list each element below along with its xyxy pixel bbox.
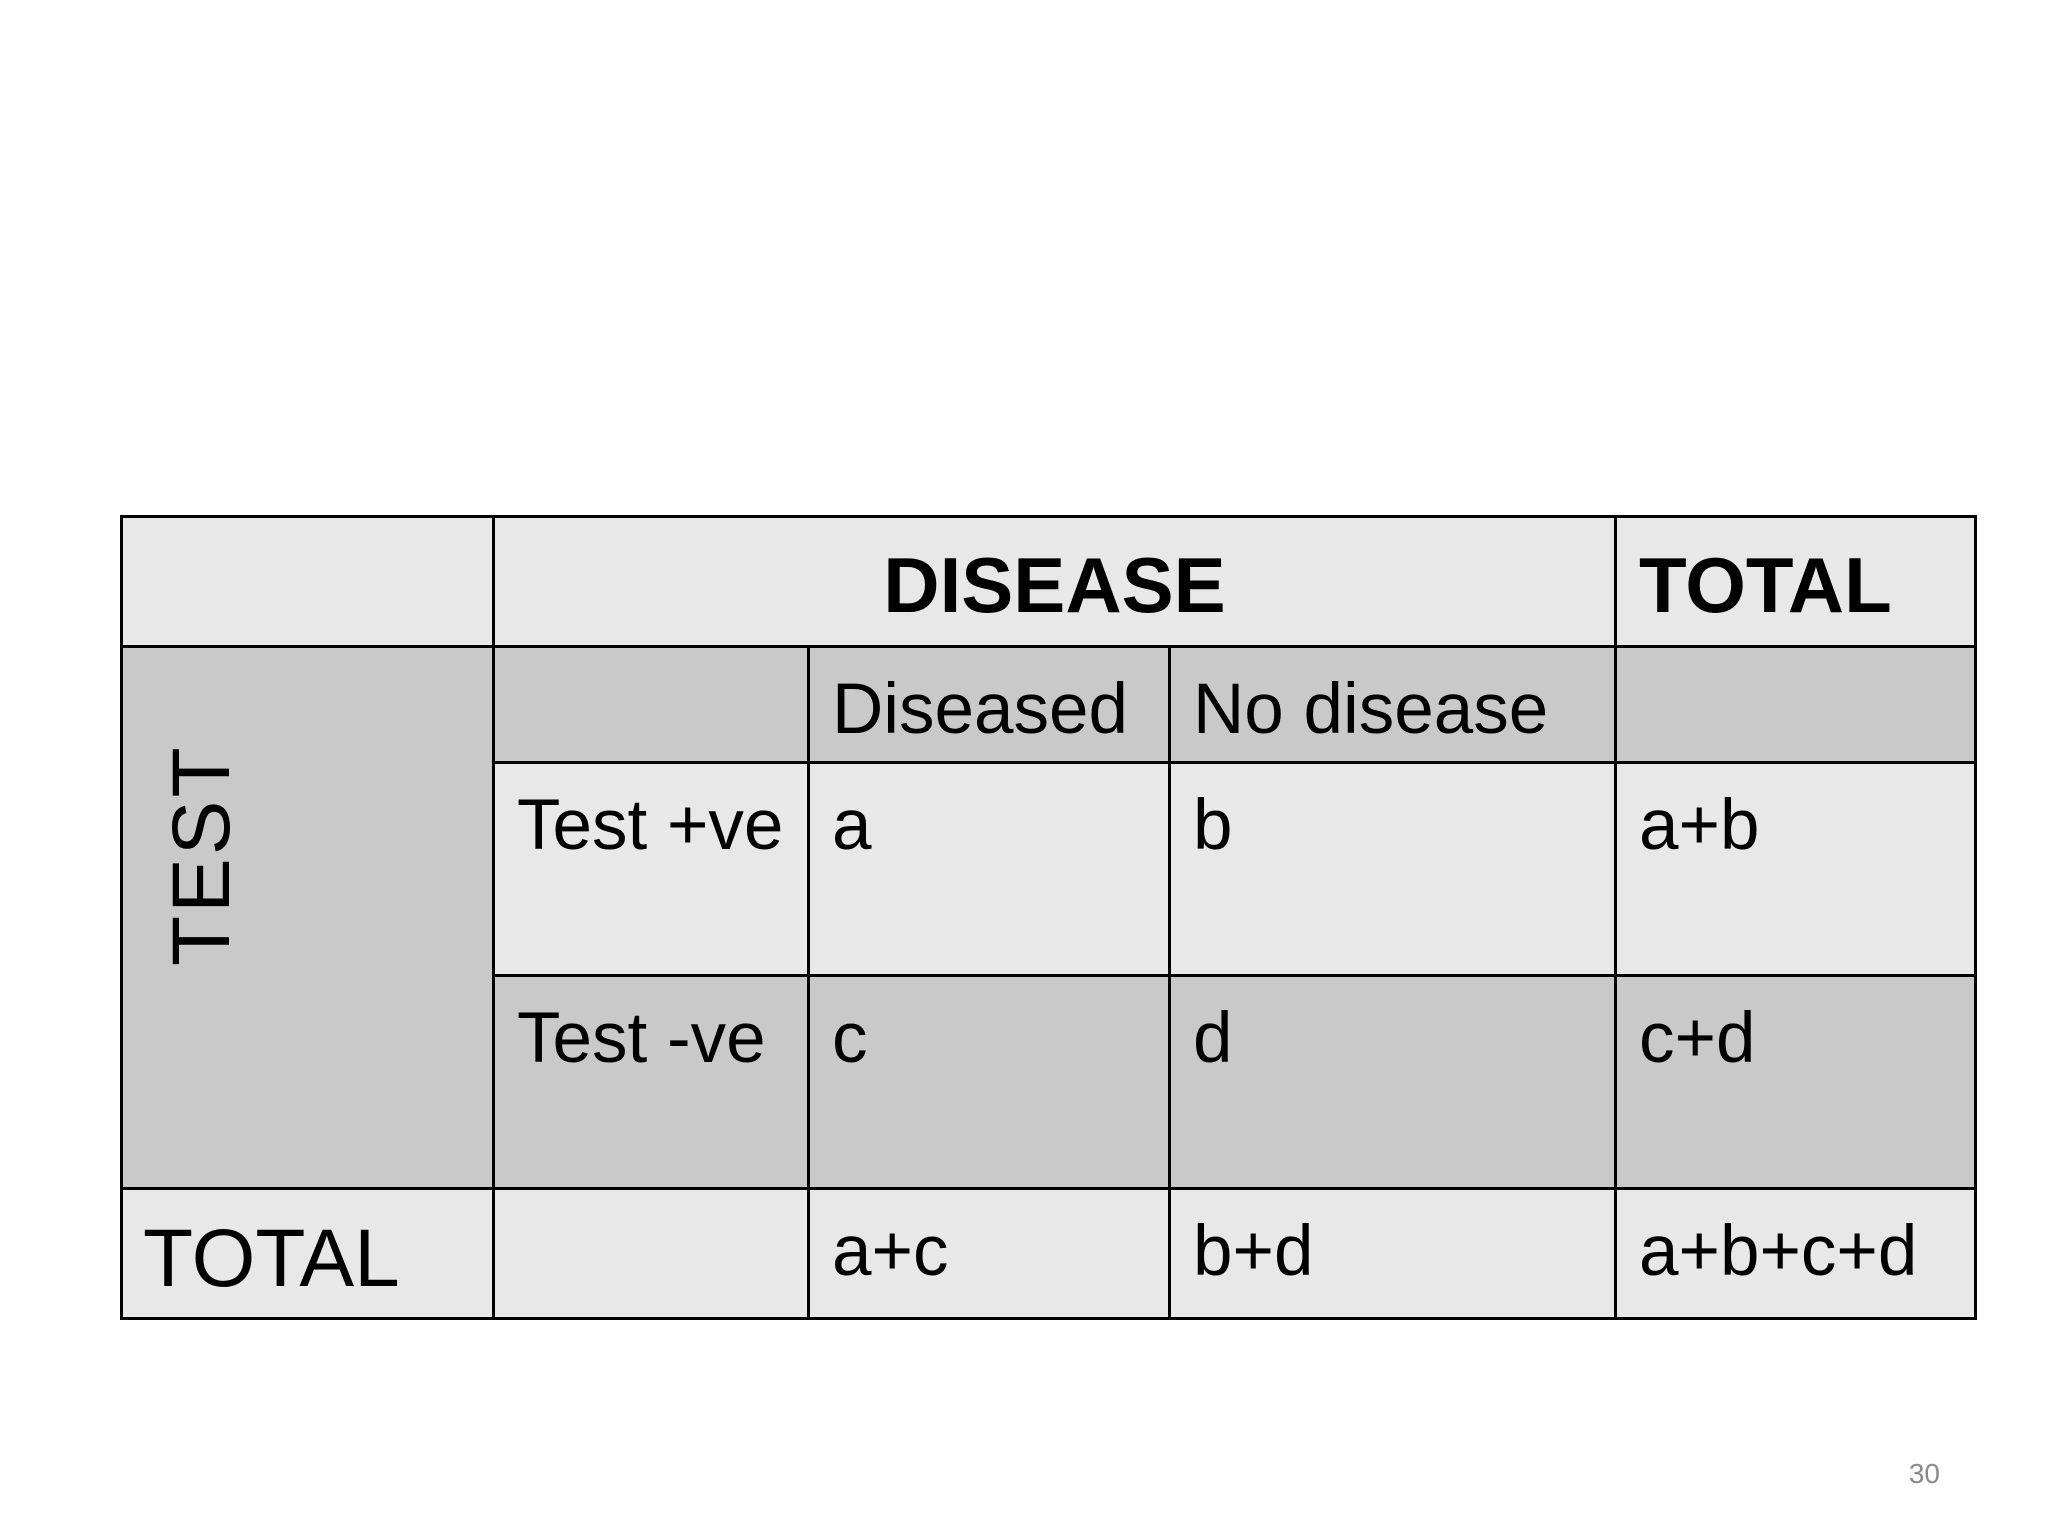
- cell-value: a+c: [832, 1212, 949, 1291]
- cell-a-plus-b: a+b: [1614, 761, 1978, 977]
- header-row: DISEASE TOTAL: [120, 515, 1978, 648]
- cell-b: b: [1167, 761, 1618, 977]
- total-row-label: TOTAL: [143, 1213, 400, 1304]
- cell-value: c+d: [1639, 999, 1756, 1078]
- table-row: Test +ve a b a+b: [122, 761, 1978, 977]
- total-row: TOTAL a+c b+d a+b+c+d: [120, 1187, 1978, 1320]
- cell-value: a+b: [1639, 786, 1760, 865]
- cell-grand-total: a+b+c+d: [1614, 1187, 1978, 1320]
- no-disease-header: No disease: [1193, 670, 1549, 749]
- row-label-cell: Test -ve: [492, 974, 810, 1190]
- row-label: Test -ve: [517, 999, 766, 1078]
- row-label-cell: Test +ve: [492, 761, 810, 977]
- cell-value: d: [1193, 999, 1233, 1078]
- contingency-table: DISEASE TOTAL TEST Diseased No disease T…: [120, 515, 1978, 1320]
- test-side-label: TEST: [156, 743, 247, 966]
- cell-d: d: [1167, 974, 1618, 1190]
- cell-c: c: [807, 974, 1171, 1190]
- no-disease-header-cell: No disease: [1167, 645, 1618, 764]
- cell-value: c: [832, 999, 868, 1078]
- cell-value: b: [1193, 786, 1233, 865]
- diseased-header: Diseased: [832, 670, 1128, 749]
- page-number: 30: [1908, 1458, 1940, 1489]
- corner-cell: [120, 515, 495, 648]
- cell-b-plus-d: b+d: [1167, 1187, 1618, 1320]
- row-label: Test +ve: [517, 786, 784, 865]
- cell-value: a: [832, 786, 872, 865]
- test-label-cell: TEST: [120, 645, 495, 976]
- sub-header-blank-cell: [492, 645, 810, 764]
- cell-a-plus-c: a+c: [807, 1187, 1171, 1320]
- total-blank-cell: [492, 1187, 810, 1320]
- sub-header-row: TEST Diseased No disease: [120, 645, 1978, 976]
- table-row: Test -ve c d c+d: [120, 974, 1978, 1190]
- diseased-header-cell: Diseased: [807, 645, 1171, 764]
- cell-c-plus-d: c+d: [1614, 974, 1978, 1190]
- cell-a: a: [807, 761, 1171, 977]
- total-header-cell: TOTAL: [1614, 515, 1978, 648]
- cell-value: a+b+c+d: [1639, 1212, 1918, 1291]
- total-header: TOTAL: [1639, 541, 1892, 629]
- total-label-cell: TOTAL: [120, 1187, 495, 1320]
- disease-header: DISEASE: [883, 541, 1226, 629]
- cell-value: b+d: [1193, 1212, 1314, 1291]
- sub-header-total-blank-cell: [1614, 645, 1978, 764]
- test-label-cell-lower: [120, 975, 495, 1190]
- disease-header-cell: DISEASE: [491, 515, 1618, 648]
